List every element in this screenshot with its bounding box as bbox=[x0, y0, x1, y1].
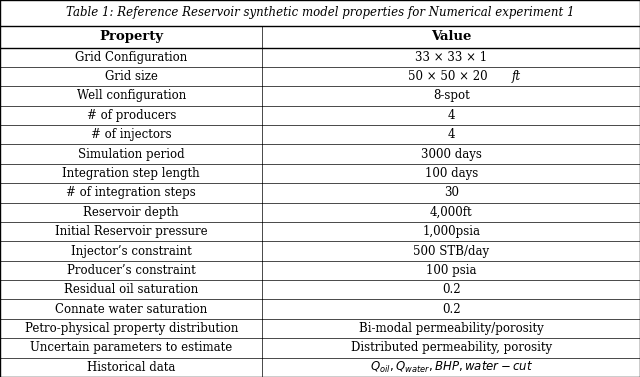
Text: Petro-physical property distribution: Petro-physical property distribution bbox=[24, 322, 238, 335]
Text: # of producers: # of producers bbox=[86, 109, 176, 122]
Text: Distributed permeability, porosity: Distributed permeability, porosity bbox=[351, 342, 552, 354]
Text: Grid Configuration: Grid Configuration bbox=[75, 51, 188, 64]
Text: ft: ft bbox=[512, 70, 521, 83]
Text: Bi-modal permeability/porosity: Bi-modal permeability/porosity bbox=[359, 322, 543, 335]
Text: Initial Reservoir pressure: Initial Reservoir pressure bbox=[55, 225, 207, 238]
Text: 4: 4 bbox=[447, 128, 455, 141]
Text: Producer’s constraint: Producer’s constraint bbox=[67, 264, 196, 277]
Text: 8-spot: 8-spot bbox=[433, 89, 470, 103]
Text: 0.2: 0.2 bbox=[442, 303, 461, 316]
Text: # of injectors: # of injectors bbox=[91, 128, 172, 141]
Text: Uncertain parameters to estimate: Uncertain parameters to estimate bbox=[30, 342, 232, 354]
Text: Integration step length: Integration step length bbox=[62, 167, 200, 180]
Text: Value: Value bbox=[431, 30, 472, 43]
Text: 100 days: 100 days bbox=[424, 167, 478, 180]
Text: 4,000ft: 4,000ft bbox=[430, 206, 472, 219]
Text: Reservoir depth: Reservoir depth bbox=[83, 206, 179, 219]
Text: Connate water saturation: Connate water saturation bbox=[55, 303, 207, 316]
Text: Property: Property bbox=[99, 30, 163, 43]
Text: 0.2: 0.2 bbox=[442, 283, 461, 296]
Text: Injector’s constraint: Injector’s constraint bbox=[71, 245, 191, 257]
Text: Well configuration: Well configuration bbox=[77, 89, 186, 103]
Text: 50 × 50 × 20: 50 × 50 × 20 bbox=[408, 70, 495, 83]
Text: 1,000psia: 1,000psia bbox=[422, 225, 480, 238]
Text: 30: 30 bbox=[444, 186, 459, 199]
Text: # of integration steps: # of integration steps bbox=[67, 186, 196, 199]
Bar bbox=[0, 0, 640, 26]
Text: Historical data: Historical data bbox=[87, 361, 175, 374]
Text: 500 STB/day: 500 STB/day bbox=[413, 245, 489, 257]
Text: Simulation period: Simulation period bbox=[78, 148, 184, 161]
Text: 4: 4 bbox=[447, 109, 455, 122]
Text: Grid size: Grid size bbox=[105, 70, 157, 83]
Text: Residual oil saturation: Residual oil saturation bbox=[64, 283, 198, 296]
Text: 100 psia: 100 psia bbox=[426, 264, 476, 277]
Text: $Q_{oil}, Q_{water}, BHP, \mathit{water} - cut$: $Q_{oil}, Q_{water}, BHP, \mathit{water}… bbox=[370, 360, 532, 375]
Text: 3000 days: 3000 days bbox=[420, 148, 482, 161]
Text: Table 1: Reference Reservoir synthetic model properties for Numerical experiment: Table 1: Reference Reservoir synthetic m… bbox=[66, 6, 574, 19]
Text: 33 × 33 × 1: 33 × 33 × 1 bbox=[415, 51, 487, 64]
